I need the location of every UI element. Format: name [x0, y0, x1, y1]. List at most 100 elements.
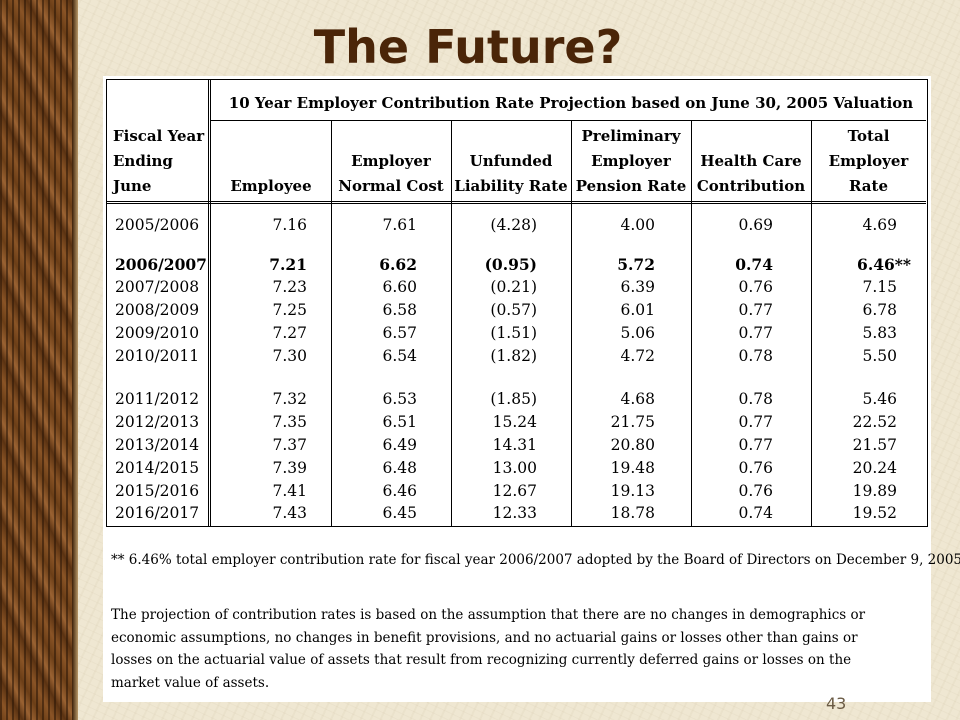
- pension-rate-cell: 4.00: [620, 216, 655, 234]
- total-rate-cell: 5.83: [862, 324, 897, 342]
- column-divider: [331, 120, 332, 526]
- header-line: Normal Cost: [338, 177, 444, 195]
- pension-rate-cell: 18.78: [610, 504, 655, 522]
- header-line: Health Care: [700, 152, 802, 170]
- column-divider: [691, 120, 692, 526]
- unfunded-liability-cell: (4.28): [490, 216, 537, 234]
- header-employee: Employee: [211, 124, 331, 199]
- normal-cost-cell: 6.57: [382, 324, 417, 342]
- health-care-cell: 0.77: [738, 413, 773, 431]
- fiscal-year-cell: 2008/2009: [115, 301, 200, 319]
- header-line: Preliminary: [581, 127, 681, 145]
- fiscal-year-cell: 2012/2013: [115, 413, 200, 431]
- unfunded-liability-cell: (0.57): [490, 301, 537, 319]
- header-line: Employer: [591, 152, 671, 170]
- caption-divider: [211, 120, 926, 121]
- employee-cell: 7.27: [272, 324, 307, 342]
- normal-cost-cell: 6.45: [382, 504, 417, 522]
- header-health-care-contribution: Health Care Contribution: [691, 124, 811, 199]
- normal-cost-cell: 6.60: [382, 278, 417, 296]
- pension-rate-cell: 6.01: [620, 301, 655, 319]
- column-divider: [451, 120, 452, 526]
- projection-table: 10 Year Employer Contribution Rate Proje…: [106, 79, 928, 527]
- health-care-cell: 0.69: [738, 216, 773, 234]
- employee-cell: 7.43: [272, 504, 307, 522]
- pension-rate-cell: 4.68: [620, 390, 655, 408]
- employee-cell: 7.35: [272, 413, 307, 431]
- header-unfunded-liability-rate: Unfunded Liability Rate: [451, 124, 571, 199]
- unfunded-liability-cell: (1.82): [490, 347, 537, 365]
- normal-cost-cell: 6.58: [382, 301, 417, 319]
- header-line: Ending June: [113, 152, 173, 195]
- normal-cost-cell: 6.62: [379, 255, 417, 274]
- pension-rate-cell: 6.39: [620, 278, 655, 296]
- health-care-cell: 0.74: [738, 504, 773, 522]
- unfunded-liability-cell: (0.21): [490, 278, 537, 296]
- pension-rate-cell: 19.48: [610, 459, 655, 477]
- total-rate-cell: 22.52: [852, 413, 897, 431]
- header-employer-normal-cost: Employer Normal Cost: [331, 124, 451, 199]
- health-care-cell: 0.76: [738, 459, 773, 477]
- header-divider: [107, 201, 926, 207]
- employee-cell: 7.23: [272, 278, 307, 296]
- header-line: Rate: [848, 177, 888, 195]
- total-rate-cell: 7.15: [862, 278, 897, 296]
- header-line: Employee: [230, 177, 312, 195]
- header-line: Contribution: [696, 177, 806, 195]
- health-care-cell: 0.78: [738, 390, 773, 408]
- footnote: ** 6.46% total employer contribution rat…: [111, 552, 960, 568]
- health-care-cell: 0.77: [738, 301, 773, 319]
- employee-cell: 7.16: [272, 216, 307, 234]
- total-rate-cell: 4.69: [862, 216, 897, 234]
- health-care-cell: 0.76: [738, 482, 773, 500]
- health-care-cell: 0.74: [735, 255, 773, 274]
- employee-cell: 7.32: [272, 390, 307, 408]
- normal-cost-cell: 6.48: [382, 459, 417, 477]
- header-line: Unfunded: [469, 152, 553, 170]
- normal-cost-cell: 6.49: [382, 436, 417, 454]
- pension-rate-cell: 21.75: [610, 413, 655, 431]
- health-care-cell: 0.77: [738, 324, 773, 342]
- employee-cell: 7.21: [269, 255, 307, 274]
- header-fiscal-year: Fiscal Year Ending June: [107, 124, 209, 199]
- column-divider: [208, 80, 214, 526]
- normal-cost-cell: 6.53: [382, 390, 417, 408]
- unfunded-liability-cell: 12.67: [492, 482, 537, 500]
- normal-cost-cell: 6.54: [382, 347, 417, 365]
- pension-rate-cell: 5.06: [620, 324, 655, 342]
- header-line: Total: [847, 127, 890, 145]
- unfunded-liability-cell: 12.33: [492, 504, 537, 522]
- fiscal-year-cell: 2007/2008: [115, 278, 200, 296]
- total-rate-cell: 19.52: [852, 504, 897, 522]
- header-preliminary-employer-pension-rate: Preliminary Employer Pension Rate: [571, 124, 691, 199]
- assumption-line: losses on the actuarial value of assets …: [111, 652, 852, 668]
- assumption-line: economic assumptions, no changes in bene…: [111, 629, 858, 646]
- total-rate-cell: 6.46**: [857, 255, 911, 274]
- assumption-line: market value of assets.: [111, 674, 270, 691]
- employee-cell: 7.25: [272, 301, 307, 319]
- normal-cost-cell: 6.46: [382, 482, 417, 500]
- unfunded-liability-cell: 13.00: [492, 459, 537, 477]
- fiscal-year-cell: 2013/2014: [115, 436, 200, 454]
- header-total-employer-rate: Total Employer Rate: [811, 124, 926, 199]
- fiscal-year-cell: 2014/2015: [115, 459, 200, 477]
- total-rate-cell: 6.78: [862, 301, 897, 319]
- column-divider: [811, 120, 812, 526]
- total-rate-cell: 21.57: [852, 436, 897, 454]
- health-care-cell: 0.76: [738, 278, 773, 296]
- health-care-cell: 0.77: [738, 436, 773, 454]
- unfunded-liability-cell: 15.24: [492, 413, 537, 431]
- employee-cell: 7.39: [272, 459, 307, 477]
- fiscal-year-cell: 2006/2007: [115, 255, 207, 274]
- fiscal-year-cell: 2009/2010: [115, 324, 200, 342]
- total-rate-cell: 19.89: [852, 482, 897, 500]
- employee-cell: 7.37: [272, 436, 307, 454]
- header-line: Employer: [828, 152, 909, 170]
- content-panel: 10 Year Employer Contribution Rate Proje…: [103, 76, 960, 702]
- employee-cell: 7.30: [272, 347, 307, 365]
- fiscal-year-cell: 2005/2006: [115, 216, 200, 234]
- wood-edge: [72, 0, 78, 720]
- assumption-paragraph: The projection of contribution rates is …: [111, 604, 923, 694]
- header-line: Liability Rate: [454, 177, 568, 195]
- unfunded-liability-cell: (0.95): [484, 255, 537, 274]
